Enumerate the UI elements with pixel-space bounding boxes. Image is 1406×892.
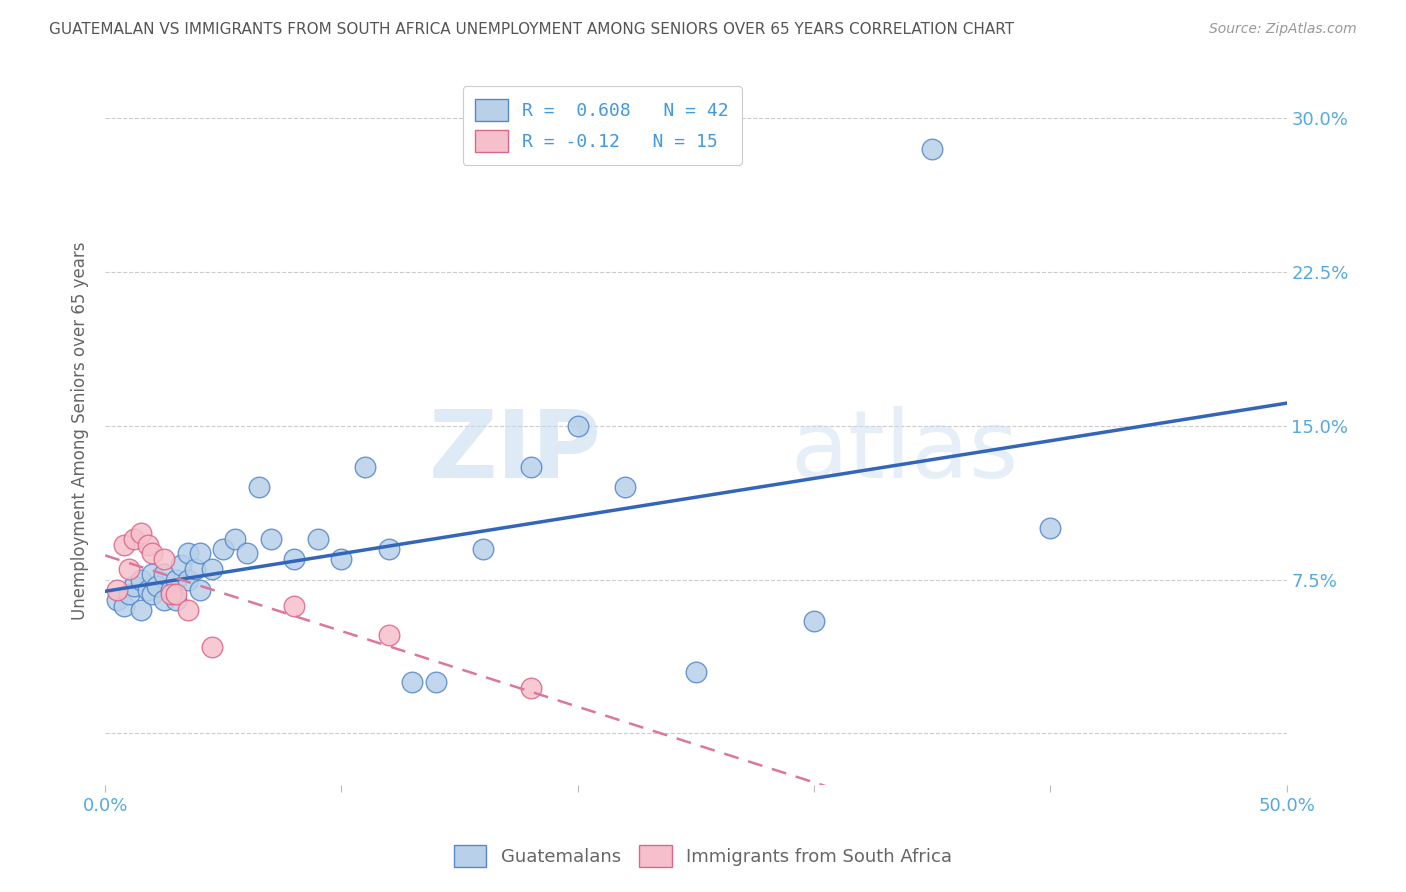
- Point: [401, 675, 423, 690]
- Point: [153, 566, 176, 581]
- Point: [425, 675, 447, 690]
- Point: [614, 480, 637, 494]
- Point: [519, 460, 541, 475]
- Legend: Guatemalans, Immigrants from South Africa: Guatemalans, Immigrants from South Afric…: [447, 838, 959, 874]
- Text: ZIP: ZIP: [429, 407, 602, 499]
- Point: [1039, 521, 1062, 535]
- Point: [118, 587, 141, 601]
- Point: [259, 532, 281, 546]
- Point: [200, 640, 222, 655]
- Point: [153, 552, 176, 566]
- Point: [377, 628, 399, 642]
- Point: [330, 552, 353, 566]
- Point: [112, 599, 135, 614]
- Point: [188, 546, 211, 560]
- Point: [224, 532, 246, 546]
- Point: [105, 593, 128, 607]
- Text: GUATEMALAN VS IMMIGRANTS FROM SOUTH AFRICA UNEMPLOYMENT AMONG SENIORS OVER 65 YE: GUATEMALAN VS IMMIGRANTS FROM SOUTH AFRI…: [49, 22, 1014, 37]
- Point: [160, 582, 183, 597]
- Point: [921, 142, 943, 156]
- Legend: R =  0.608   N = 42, R = -0.12   N = 15: R = 0.608 N = 42, R = -0.12 N = 15: [463, 87, 741, 165]
- Point: [177, 603, 200, 617]
- Y-axis label: Unemployment Among Seniors over 65 years: Unemployment Among Seniors over 65 years: [72, 242, 89, 620]
- Point: [141, 587, 163, 601]
- Point: [165, 593, 187, 607]
- Point: [177, 546, 200, 560]
- Point: [283, 599, 305, 614]
- Point: [146, 579, 169, 593]
- Point: [567, 419, 589, 434]
- Point: [212, 541, 235, 556]
- Point: [170, 558, 193, 573]
- Point: [472, 541, 495, 556]
- Point: [354, 460, 377, 475]
- Point: [519, 681, 541, 696]
- Point: [200, 562, 222, 576]
- Text: Source: ZipAtlas.com: Source: ZipAtlas.com: [1209, 22, 1357, 37]
- Point: [177, 573, 200, 587]
- Point: [685, 665, 707, 679]
- Point: [112, 538, 135, 552]
- Point: [236, 546, 259, 560]
- Point: [141, 566, 163, 581]
- Text: atlas: atlas: [790, 407, 1019, 499]
- Point: [307, 532, 329, 546]
- Point: [188, 582, 211, 597]
- Point: [129, 573, 152, 587]
- Point: [803, 614, 825, 628]
- Point: [129, 525, 152, 540]
- Point: [377, 541, 399, 556]
- Point: [129, 603, 152, 617]
- Point: [122, 579, 145, 593]
- Point: [247, 480, 270, 494]
- Point: [105, 582, 128, 597]
- Point: [136, 538, 159, 552]
- Point: [118, 562, 141, 576]
- Point: [165, 587, 187, 601]
- Point: [122, 532, 145, 546]
- Point: [283, 552, 305, 566]
- Point: [165, 573, 187, 587]
- Point: [184, 562, 207, 576]
- Point: [141, 546, 163, 560]
- Point: [153, 593, 176, 607]
- Point: [136, 582, 159, 597]
- Point: [160, 587, 183, 601]
